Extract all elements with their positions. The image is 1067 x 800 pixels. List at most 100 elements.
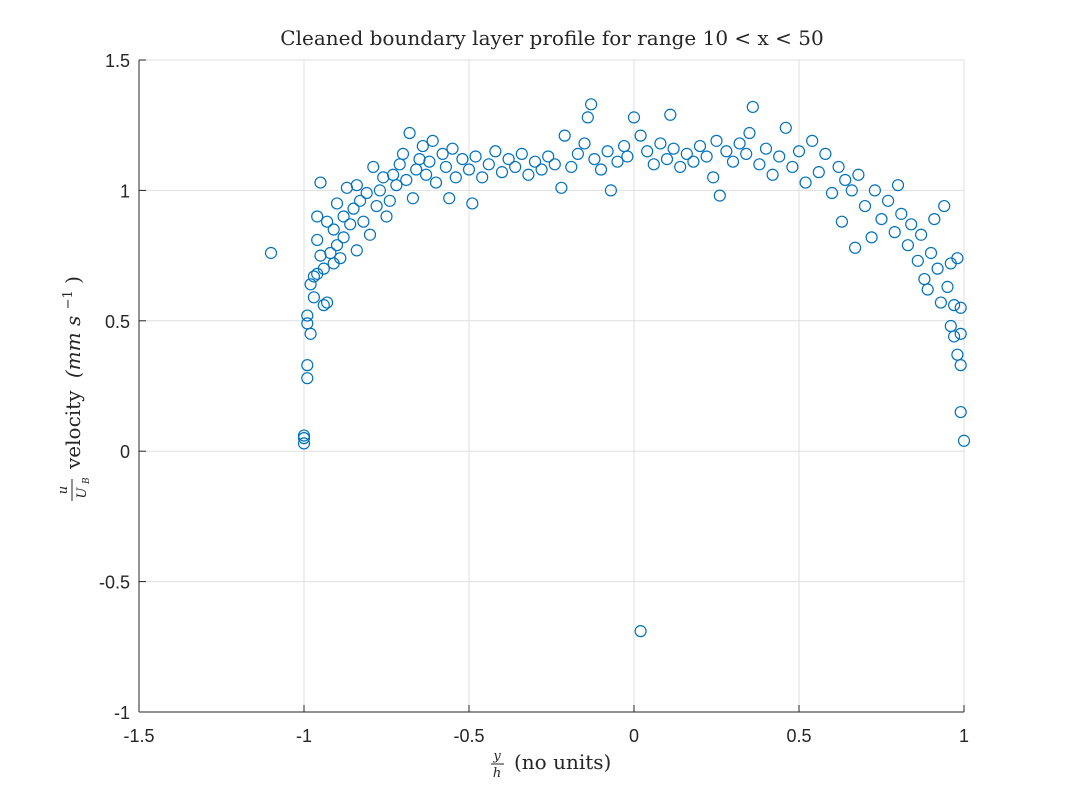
- data-point: [446, 142, 459, 155]
- data-point: [383, 194, 396, 207]
- data-point: [647, 158, 660, 171]
- data-point: [311, 233, 324, 247]
- data-point: [334, 252, 347, 265]
- data-point: [367, 160, 380, 174]
- data-point: [825, 186, 839, 200]
- data-point: [439, 160, 452, 174]
- data-point: [954, 359, 967, 372]
- x-tick-label: -1.5: [123, 726, 154, 746]
- data-point: [476, 171, 489, 184]
- data-point: [845, 184, 858, 197]
- data-point: [314, 176, 327, 189]
- data-point: [380, 210, 393, 223]
- data-point: [759, 142, 773, 155]
- data-point: [449, 171, 462, 184]
- x-label-text: (no units): [514, 750, 611, 774]
- data-point: [548, 158, 561, 171]
- data-point: [868, 184, 882, 197]
- data-point: [680, 147, 693, 160]
- data-point: [753, 158, 766, 171]
- data-point: [330, 239, 344, 252]
- data-point: [621, 150, 634, 163]
- data-point: [888, 226, 901, 239]
- data-point: [938, 199, 951, 213]
- data-point: [901, 239, 915, 252]
- chart-title: Cleaned boundary layer profile for range…: [280, 26, 823, 50]
- data-point: [301, 372, 314, 385]
- data-point: [928, 212, 941, 226]
- data-point: [337, 210, 350, 223]
- x-tick-label: -1: [296, 726, 312, 746]
- data-point: [396, 147, 410, 160]
- data-point: [588, 153, 601, 166]
- data-point: [578, 137, 591, 150]
- data-point: [373, 184, 386, 197]
- data-point: [350, 244, 363, 257]
- data-point: [423, 155, 436, 168]
- data-point: [469, 150, 482, 163]
- data-point: [733, 137, 746, 150]
- data-point: [301, 359, 314, 372]
- x-tick-label: 1: [959, 726, 969, 746]
- data-point: [881, 194, 895, 207]
- data-point: [297, 429, 311, 442]
- data-point: [522, 168, 535, 181]
- data-point: [895, 207, 908, 220]
- data-point: [819, 147, 832, 160]
- x-axis-label: y h (no units): [491, 749, 611, 781]
- data-point: [812, 166, 825, 179]
- x-tick-label: 0.5: [786, 726, 811, 746]
- data-point: [627, 111, 641, 124]
- data-point: [426, 134, 439, 147]
- data-point: [363, 228, 377, 241]
- data-point: [360, 186, 373, 200]
- data-point: [674, 160, 687, 174]
- data-point: [604, 184, 618, 197]
- data-point: [852, 168, 865, 181]
- data-point: [311, 210, 324, 223]
- data-point: [354, 194, 367, 207]
- data-point: [584, 98, 598, 111]
- y-tick-label: 0.5: [105, 312, 130, 332]
- y-tick-label: 1: [120, 181, 130, 201]
- y-label-numerator: u: [56, 486, 71, 494]
- data-point: [839, 173, 852, 187]
- data-point: [347, 202, 360, 215]
- data-points: [264, 98, 971, 638]
- data-point: [436, 147, 449, 160]
- data-point: [400, 173, 413, 187]
- data-point: [304, 278, 317, 291]
- y-label-units: (mm s: [61, 316, 85, 378]
- y-label-units-close: ): [61, 276, 85, 284]
- data-point: [875, 212, 888, 226]
- data-point: [934, 296, 948, 309]
- data-point: [654, 137, 667, 150]
- data-point: [264, 246, 278, 260]
- data-point: [443, 192, 456, 205]
- data-point: [350, 179, 363, 192]
- data-point: [792, 145, 806, 158]
- data-point: [914, 228, 928, 241]
- y-axis-label: u U B velocity (mm s −1 ): [53, 276, 92, 501]
- data-point: [502, 153, 515, 166]
- data-point: [601, 145, 614, 158]
- data-point: [707, 171, 720, 184]
- data-point: [297, 437, 311, 450]
- data-point: [611, 155, 624, 168]
- y-label-velocity: velocity: [61, 390, 85, 470]
- y-label-text-line: velocity (mm s −1 ): [53, 276, 85, 470]
- y-tick-label: 1.5: [105, 51, 130, 71]
- y-tick-label: -0.5: [99, 573, 130, 593]
- data-point: [931, 262, 944, 275]
- data-point: [905, 218, 918, 231]
- y-label-units-exponent: −1: [61, 290, 76, 309]
- data-point: [307, 291, 320, 304]
- x-tick-label: 0: [629, 726, 639, 746]
- data-point: [806, 134, 819, 147]
- data-point: [390, 179, 403, 192]
- data-point: [528, 155, 542, 168]
- data-point: [710, 134, 723, 147]
- data-point: [420, 168, 433, 181]
- data-point: [571, 147, 585, 160]
- data-point: [726, 155, 740, 168]
